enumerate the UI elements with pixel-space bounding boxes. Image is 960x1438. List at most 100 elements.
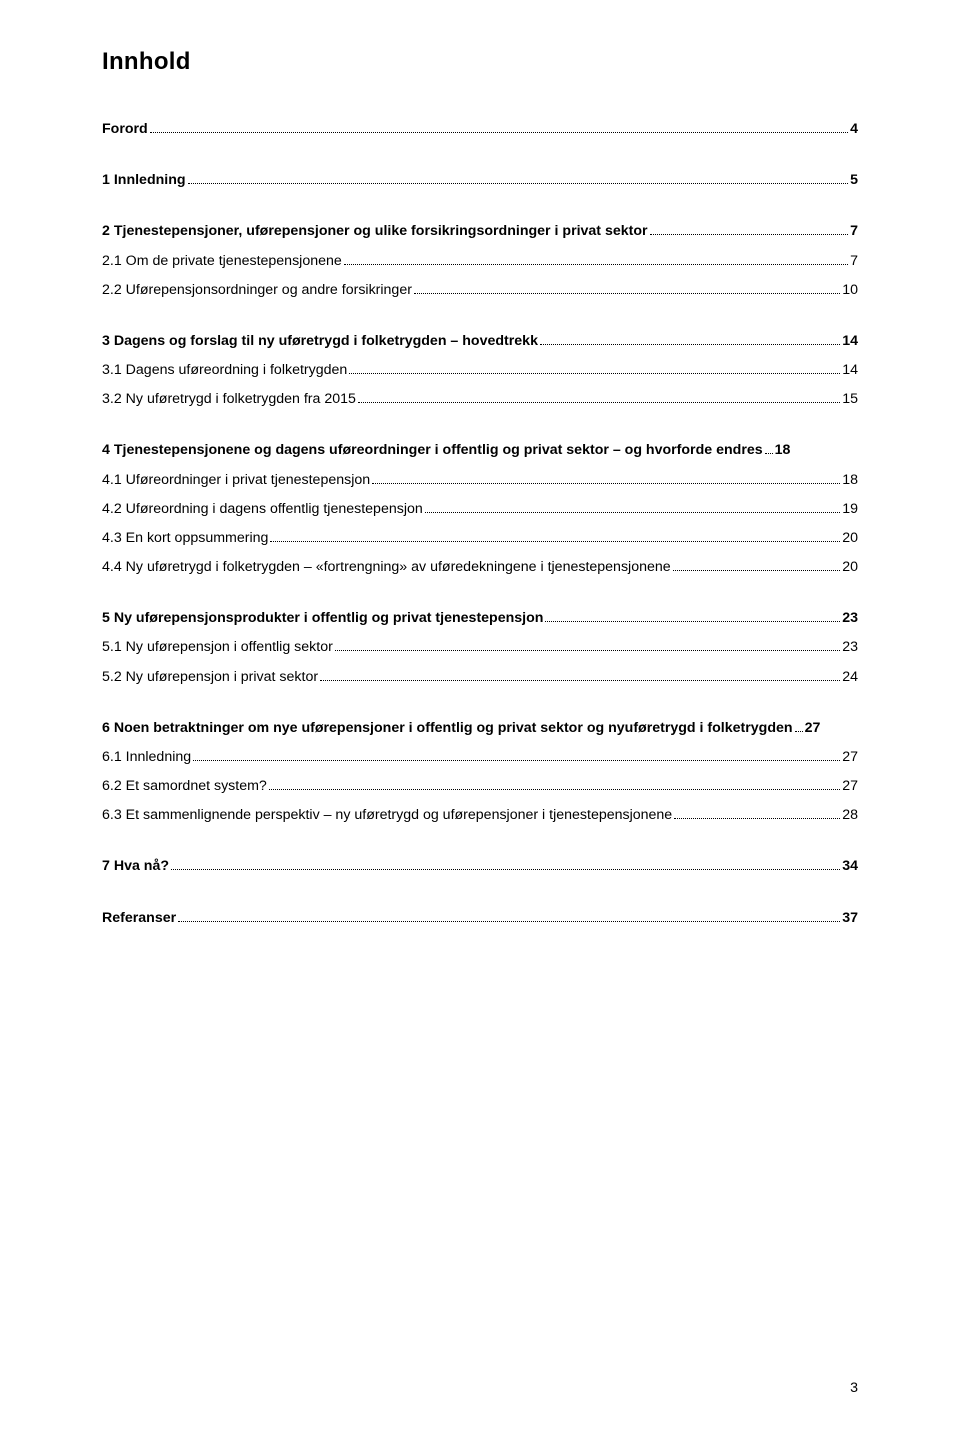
toc-entry: 6.3 Et sammenlignende perspektiv – ny uf… (102, 806, 858, 825)
toc-leader (320, 680, 840, 681)
toc-group-gap (102, 419, 858, 441)
toc-entry-page: 24 (842, 668, 858, 687)
toc-entry-label: 2 Tjenestepensjoner, uførepensjoner og u… (102, 222, 648, 241)
toc-entry: 3 Dagens og forslag til ny uføretrygd i … (102, 332, 858, 351)
toc-entry: 4.1 Uføreordninger i privat tjenestepens… (102, 471, 858, 490)
toc-entry: 4 Tjenestepensjonene og dagens uføreordn… (102, 441, 858, 460)
toc-entry-lastline: de endres 18 (696, 441, 791, 460)
toc-entry-page: 7 (850, 222, 858, 241)
toc-entry-label: 4 Tjenestepensjonene og dagens uføreordn… (102, 441, 696, 460)
toc-entry-label: 1 Innledning (102, 171, 186, 190)
toc-leader (425, 512, 840, 513)
toc-entry-page: 4 (850, 120, 858, 139)
page-number: 3 (850, 1380, 858, 1396)
toc-entry: 2.2 Uførepensjonsordninger og andre fors… (102, 281, 858, 300)
toc-entry: 6 Noen betraktninger om nye uførepensjon… (102, 719, 858, 738)
toc-entry: 3.1 Dagens uføreordning i folketrygden 1… (102, 361, 858, 380)
toc-entry-page: 27 (842, 748, 858, 767)
toc-entry-page: 27 (842, 777, 858, 796)
toc-group-gap (102, 887, 858, 909)
toc-leader (540, 344, 840, 345)
toc-entry-page: 19 (842, 500, 858, 519)
toc-entry-page: 34 (842, 857, 858, 876)
toc-entry-label: Forord (102, 120, 148, 139)
toc-entry: 7 Hva nå? 34 (102, 857, 858, 876)
toc-entry: 6.1 Innledning 27 (102, 748, 858, 767)
toc-entry-label: 5.2 Ny uførepensjon i privat sektor (102, 668, 318, 687)
toc-leader (795, 731, 803, 732)
toc-entry-page: 10 (842, 281, 858, 300)
toc-leader (150, 132, 848, 133)
toc-entry-page: 14 (842, 332, 858, 351)
toc-leader (178, 921, 840, 922)
toc-entry-label: uføretrygd i folketrygden (625, 719, 793, 738)
toc-entry-page: 28 (842, 806, 858, 825)
toc-leader (344, 264, 848, 265)
toc-leader (193, 760, 840, 761)
toc-entry-label: 3 Dagens og forslag til ny uføretrygd i … (102, 332, 538, 351)
toc-entry: Referanser 37 (102, 909, 858, 928)
toc-entry-page: 20 (842, 558, 858, 577)
toc-leader (270, 541, 840, 542)
toc-leader (335, 650, 840, 651)
toc-entry-label: Referanser (102, 909, 176, 928)
toc-entry-page: 18 (842, 471, 858, 490)
toc-entry-page: 23 (842, 638, 858, 657)
toc-entry-page: 15 (842, 390, 858, 409)
toc-entry-page: 20 (842, 529, 858, 548)
toc-entry: 4.4 Ny uføretrygd i folketrygden – «fort… (102, 558, 858, 577)
table-of-contents: Forord 4 1 Innledning 5 2 Tjenestepensjone… (102, 120, 858, 928)
toc-entry: 5 Ny uførepensjonsprodukter i offentlig … (102, 609, 858, 628)
toc-entry-lastline: uføretrygd i folketrygden 27 (625, 719, 821, 738)
toc-leader (372, 483, 840, 484)
toc-entry-page: 5 (850, 171, 858, 190)
toc-leader (358, 402, 840, 403)
toc-group-gap (102, 200, 858, 222)
toc-leader (414, 293, 840, 294)
toc-entry-page: 27 (805, 719, 821, 738)
toc-entry-page: 14 (842, 361, 858, 380)
toc-entry-label: 4.2 Uføreordning i dagens offentlig tjen… (102, 500, 423, 519)
toc-entry: 4.3 En kort oppsummering 20 (102, 529, 858, 548)
toc-entry-page: 7 (850, 252, 858, 271)
toc-title: Innhold (102, 48, 858, 76)
toc-group-gap (102, 587, 858, 609)
toc-entry: 5.2 Ny uførepensjon i privat sektor 24 (102, 668, 858, 687)
toc-entry: 6.2 Et samordnet system? 27 (102, 777, 858, 796)
toc-entry-label: 3.1 Dagens uføreordning i folketrygden (102, 361, 347, 380)
toc-leader (650, 234, 849, 235)
toc-entry-page: 18 (775, 441, 791, 460)
toc-entry-label: 6.1 Innledning (102, 748, 191, 767)
toc-entry: 3.2 Ny uføretrygd i folketrygden fra 201… (102, 390, 858, 409)
toc-group-gap (102, 697, 858, 719)
toc-entry-label: 4.4 Ny uføretrygd i folketrygden – «fort… (102, 558, 671, 577)
toc-entry-label: 2.2 Uførepensjonsordninger og andre fors… (102, 281, 412, 300)
toc-entry-page: 37 (842, 909, 858, 928)
toc-entry: 4.2 Uføreordning i dagens offentlig tjen… (102, 500, 858, 519)
toc-leader (269, 789, 840, 790)
toc-entry: Forord 4 (102, 120, 858, 139)
toc-entry-page: 23 (842, 609, 858, 628)
toc-leader (349, 373, 840, 374)
toc-group-gap (102, 835, 858, 857)
toc-entry-label: 7 Hva nå? (102, 857, 169, 876)
toc-leader (188, 183, 849, 184)
toc-entry: 2 Tjenestepensjoner, uførepensjoner og u… (102, 222, 858, 241)
toc-entry-label: 6.2 Et samordnet system? (102, 777, 267, 796)
toc-leader (545, 621, 840, 622)
toc-leader (765, 453, 773, 454)
toc-leader (674, 818, 840, 819)
toc-group-gap (102, 149, 858, 171)
toc-entry-label: de endres (696, 441, 763, 460)
toc-leader (673, 570, 841, 571)
toc-entry-label: 4.3 En kort oppsummering (102, 529, 268, 548)
toc-entry-label: 6.3 Et sammenlignende perspektiv – ny uf… (102, 806, 672, 825)
toc-entry: 5.1 Ny uførepensjon i offentlig sektor 2… (102, 638, 858, 657)
document-page: Innhold Forord 4 1 Innledning 5 2 Tjeneste… (0, 0, 960, 1438)
toc-entry-label: 2.1 Om de private tjenestepensjonene (102, 252, 342, 271)
toc-entry-label: 4.1 Uføreordninger i privat tjenestepens… (102, 471, 370, 490)
toc-entry: 2.1 Om de private tjenestepensjonene 7 (102, 252, 858, 271)
toc-entry-label: 5.1 Ny uførepensjon i offentlig sektor (102, 638, 333, 657)
toc-entry-label: 6 Noen betraktninger om nye uførepensjon… (102, 719, 625, 738)
toc-entry-label: 3.2 Ny uføretrygd i folketrygden fra 201… (102, 390, 356, 409)
